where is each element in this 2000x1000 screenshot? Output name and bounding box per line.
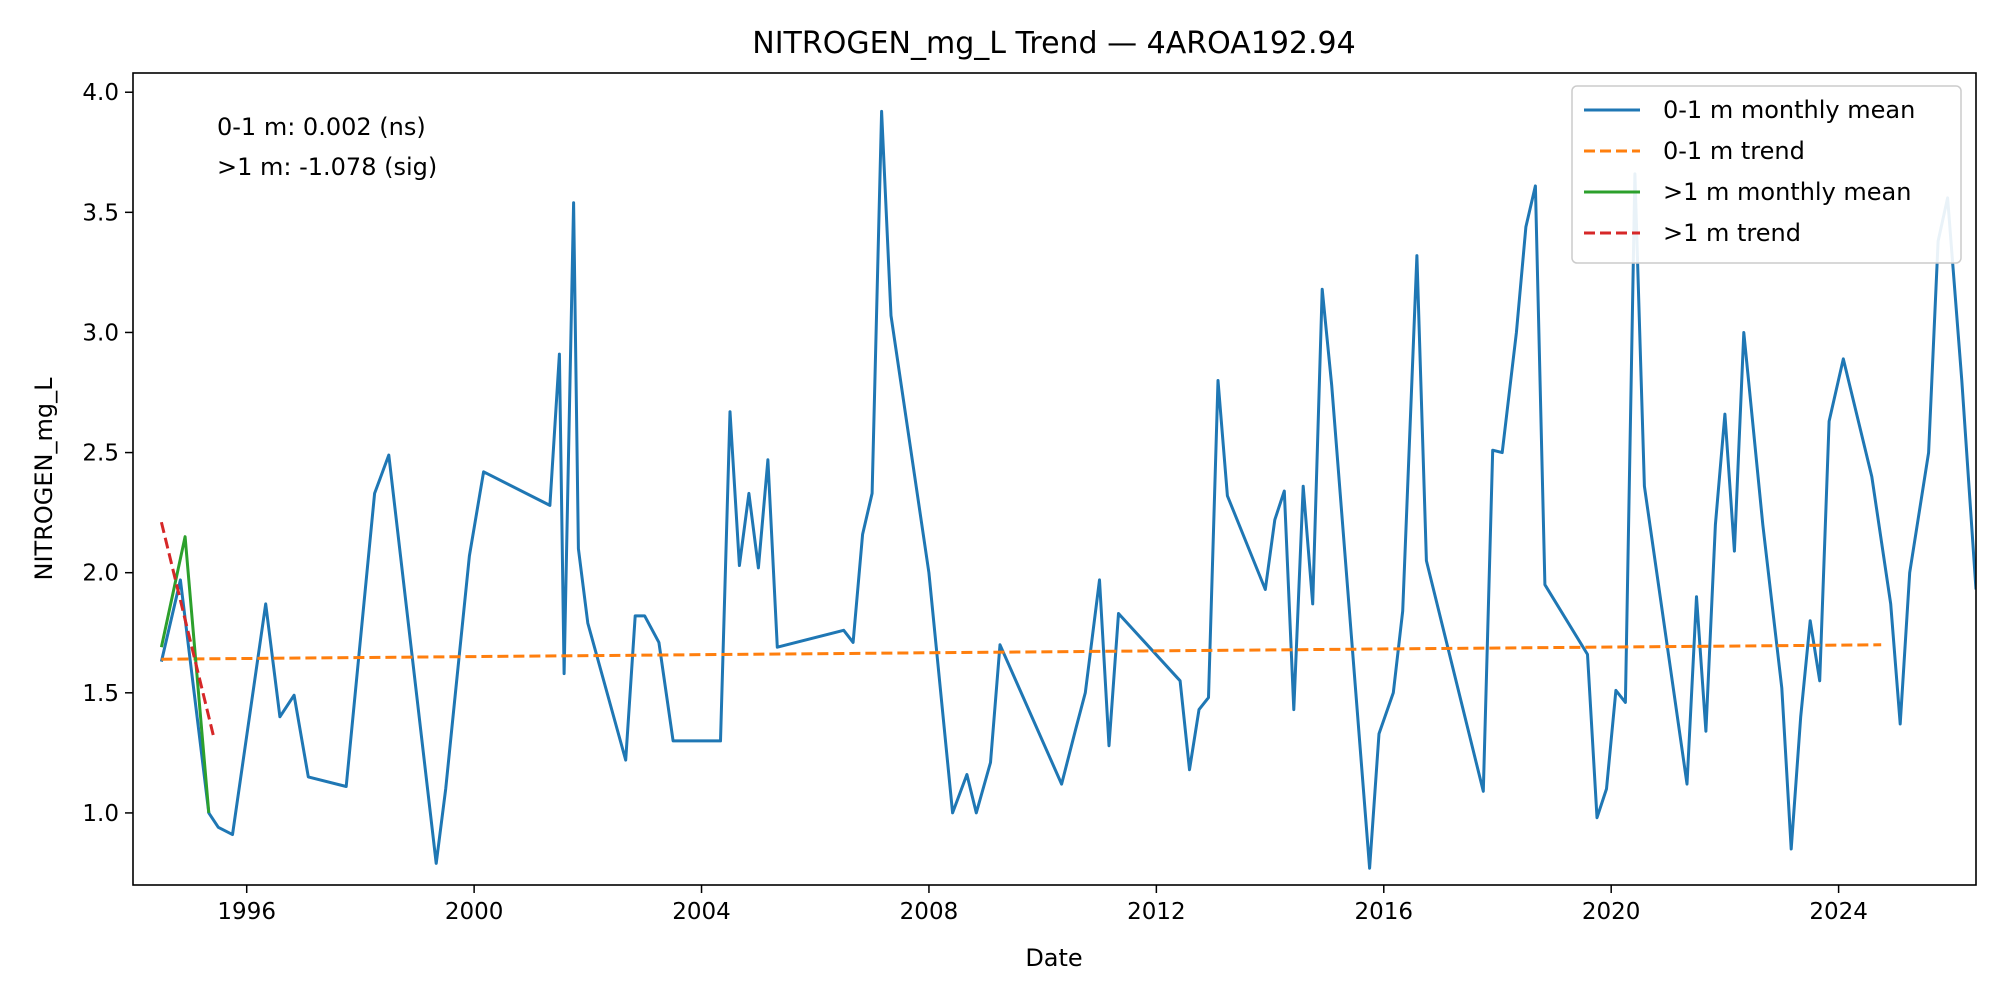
series-line-0 [159,109,1976,870]
x-axis-label: Date [1025,944,1082,972]
y-tick-label: 2.0 [82,561,119,587]
legend-label: 0-1 m monthly mean [1663,96,1915,124]
x-tick-label: 1996 [217,899,276,925]
y-axis-label: NITROGEN_mg_L [30,377,58,581]
series-layer [159,109,1976,870]
y-tick-label: 4.0 [82,80,119,106]
x-tick-label: 2016 [1355,899,1414,925]
series-line-1 [161,643,1882,661]
legend-label: 0-1 m trend [1663,137,1805,165]
chart-title: NITROGEN_mg_L Trend — 4AROA192.94 [752,26,1355,61]
y-tick-label: 3.0 [82,320,119,346]
y-tick-label: 3.5 [82,200,119,226]
legend: 0-1 m monthly mean 0-1 m trend >1 m monthl… [1571,85,1962,264]
x-tick-label: 2000 [445,899,504,925]
legend-label: >1 m monthly mean [1663,178,1911,206]
legend-frame [1571,85,1962,264]
series-line-2 [159,535,211,814]
annotation-deep: >1 m: -1.078 (sig) [217,153,437,181]
annotation-shallow: 0-1 m: 0.002 (ns) [217,113,426,141]
x-tick-label: 2008 [900,899,959,925]
x-axis: 1996 2000 2004 2008 2012 2016 2020 2024 [217,885,1868,925]
y-axis: 1.0 1.5 2.0 2.5 3.0 3.5 4.0 [82,80,133,827]
y-tick-label: 2.5 [82,441,119,467]
x-tick-label: 2020 [1582,899,1641,925]
y-tick-label: 1.0 [82,801,119,827]
x-tick-label: 2012 [1127,899,1186,925]
x-tick-label: 2024 [1809,899,1868,925]
series-line-3 [159,521,215,737]
plot-frame [132,72,1977,886]
y-tick-label: 1.5 [82,681,119,707]
x-tick-label: 2004 [672,899,731,925]
legend-label: >1 m trend [1663,219,1801,247]
